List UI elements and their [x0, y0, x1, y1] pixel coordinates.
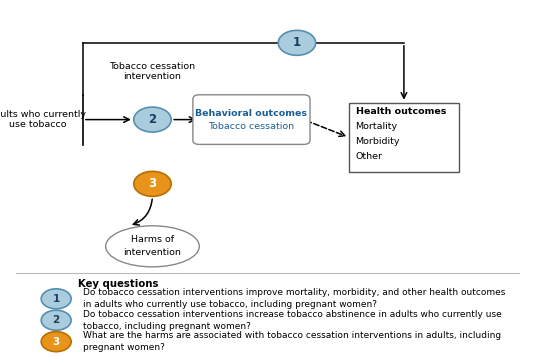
- Text: 1: 1: [52, 294, 60, 304]
- Text: 3: 3: [52, 337, 60, 347]
- Text: Health outcomes: Health outcomes: [355, 107, 446, 116]
- Circle shape: [41, 332, 71, 352]
- Text: Other: Other: [355, 152, 383, 161]
- Text: What are the harms are associated with tobacco cessation interventions in adults: What are the harms are associated with t…: [83, 331, 501, 352]
- FancyBboxPatch shape: [193, 95, 310, 144]
- Text: Behavioral outcomes: Behavioral outcomes: [195, 109, 308, 118]
- Text: Tobacco cessation
intervention: Tobacco cessation intervention: [110, 62, 195, 81]
- Circle shape: [134, 171, 171, 196]
- Text: Do tobacco cessation interventions improve mortality, morbidity, and other healt: Do tobacco cessation interventions impro…: [83, 288, 505, 310]
- Text: intervention: intervention: [124, 248, 181, 257]
- Text: 2: 2: [148, 113, 157, 126]
- Text: Key questions: Key questions: [78, 279, 158, 289]
- Text: Morbidity: Morbidity: [355, 137, 400, 146]
- Text: 3: 3: [148, 177, 157, 190]
- Ellipse shape: [106, 226, 199, 267]
- Circle shape: [278, 30, 316, 55]
- Circle shape: [134, 107, 171, 132]
- Circle shape: [41, 310, 71, 330]
- Text: 2: 2: [52, 315, 60, 325]
- Text: Adults who currently
use tobacco: Adults who currently use tobacco: [0, 110, 87, 129]
- Text: Mortality: Mortality: [355, 122, 398, 131]
- Text: Do tobacco cessation interventions increase tobacco abstinence in adults who cur: Do tobacco cessation interventions incre…: [83, 310, 502, 331]
- Circle shape: [41, 289, 71, 309]
- Text: 1: 1: [293, 36, 301, 49]
- Text: Harms of: Harms of: [131, 235, 174, 245]
- Text: Tobacco cessation: Tobacco cessation: [209, 121, 294, 131]
- Bar: [349, 103, 458, 172]
